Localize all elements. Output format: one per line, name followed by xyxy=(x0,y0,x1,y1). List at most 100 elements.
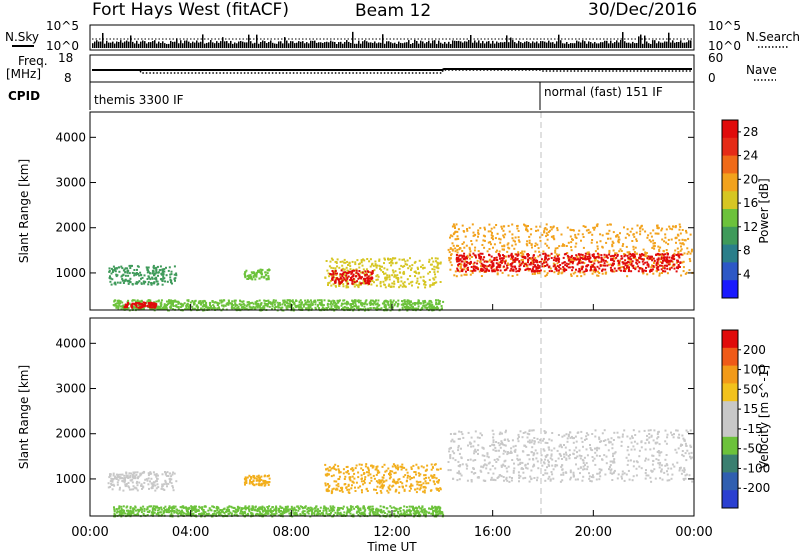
echo-cell xyxy=(168,477,171,480)
echo-cell xyxy=(582,236,585,238)
echo-cell xyxy=(278,507,280,510)
echo-cell xyxy=(408,508,411,511)
echo-cell xyxy=(555,259,558,262)
echo-cell xyxy=(633,235,636,238)
echo-cell xyxy=(659,261,662,263)
echo-cell xyxy=(266,304,269,307)
echo-cell xyxy=(330,273,333,276)
echo-cell xyxy=(464,264,467,267)
echo-cell xyxy=(355,481,358,484)
echo-cell xyxy=(440,307,443,310)
echo-cell xyxy=(278,306,281,309)
echo-cell xyxy=(156,308,159,311)
echo-cell xyxy=(402,304,405,307)
echo-cell xyxy=(621,245,624,247)
noise-bar xyxy=(228,43,230,48)
echo-cell xyxy=(324,484,327,487)
echo-cell xyxy=(142,486,145,489)
echo-cell xyxy=(641,258,644,261)
noise-bar xyxy=(292,41,294,48)
echo-cell xyxy=(332,505,335,508)
echo-cell xyxy=(244,271,247,274)
echo-cell xyxy=(267,299,270,302)
echo-cell xyxy=(246,303,249,306)
echo-cell xyxy=(400,264,403,267)
echo-cell xyxy=(548,270,551,273)
echo-cell xyxy=(259,511,262,514)
echo-cell xyxy=(674,249,677,252)
echo-cell xyxy=(135,302,137,305)
echo-cell xyxy=(538,266,541,269)
echo-cell xyxy=(408,282,411,285)
echo-cell xyxy=(159,269,162,272)
echo-cell xyxy=(272,299,275,302)
echo-cell xyxy=(373,281,375,284)
echo-cell xyxy=(205,304,208,307)
echo-cell xyxy=(371,508,374,511)
echo-cell xyxy=(599,261,601,264)
echo-cell xyxy=(141,471,144,474)
echo-cell xyxy=(307,304,310,307)
echo-cell xyxy=(570,249,573,252)
echo-cell xyxy=(254,278,257,281)
echo-cell xyxy=(134,282,137,285)
echo-cell xyxy=(137,510,140,513)
echo-cell xyxy=(534,250,537,253)
echo-cell xyxy=(196,307,199,310)
noise-bar xyxy=(584,41,586,48)
echo-cell xyxy=(562,256,565,259)
noise-bar xyxy=(504,41,506,48)
echo-cell xyxy=(428,300,431,303)
frequency-label-top: Freq. xyxy=(18,54,48,68)
echo-cell xyxy=(379,308,382,311)
noise-bar xyxy=(120,40,122,48)
echo-cell xyxy=(408,509,411,512)
echo-cell xyxy=(133,472,136,475)
echo-cell xyxy=(596,265,599,268)
echo-cell xyxy=(439,512,442,515)
echo-cell xyxy=(266,305,269,308)
echo-cell xyxy=(239,299,241,302)
echo-cell xyxy=(264,474,266,477)
echo-cell xyxy=(327,272,330,275)
echo-cell xyxy=(271,303,274,306)
noise-bar xyxy=(208,42,210,48)
echo-cell xyxy=(150,472,153,475)
echo-cell xyxy=(663,258,666,261)
noise-search-label: N.Search xyxy=(746,30,800,44)
echo-cell xyxy=(635,231,638,234)
echo-cell xyxy=(307,303,310,306)
echo-cell xyxy=(306,303,309,306)
echo-cell xyxy=(228,302,231,305)
echo-cell xyxy=(572,272,575,275)
echo-cell xyxy=(267,483,270,486)
echo-cell xyxy=(421,511,424,514)
echo-cell xyxy=(315,513,318,516)
echo-cell xyxy=(402,512,405,515)
noise-bar xyxy=(368,42,370,48)
echo-cell xyxy=(133,486,136,489)
echo-cell xyxy=(222,304,225,307)
echo-cell xyxy=(241,308,244,311)
echo-cell xyxy=(326,269,329,272)
echo-cell xyxy=(500,259,503,262)
echo-cell xyxy=(660,264,663,267)
echo-cell xyxy=(555,253,558,256)
echo-cell xyxy=(489,241,492,244)
echo-cell xyxy=(634,266,637,269)
echo-cell xyxy=(663,240,666,243)
echo-cell xyxy=(218,308,221,310)
noise-bar xyxy=(310,40,312,48)
echo-cell xyxy=(554,255,556,258)
echo-cell xyxy=(195,508,198,511)
echo-cell xyxy=(662,253,665,256)
echo-cell xyxy=(652,272,655,275)
echo-cell xyxy=(677,264,680,266)
echo-cell xyxy=(207,509,210,512)
noise-bar xyxy=(528,41,530,48)
echo-cell xyxy=(347,272,350,274)
echo-cell xyxy=(202,301,205,304)
colorbar-frame xyxy=(721,119,739,299)
echo-cell xyxy=(636,259,639,262)
echo-cell xyxy=(134,306,137,309)
